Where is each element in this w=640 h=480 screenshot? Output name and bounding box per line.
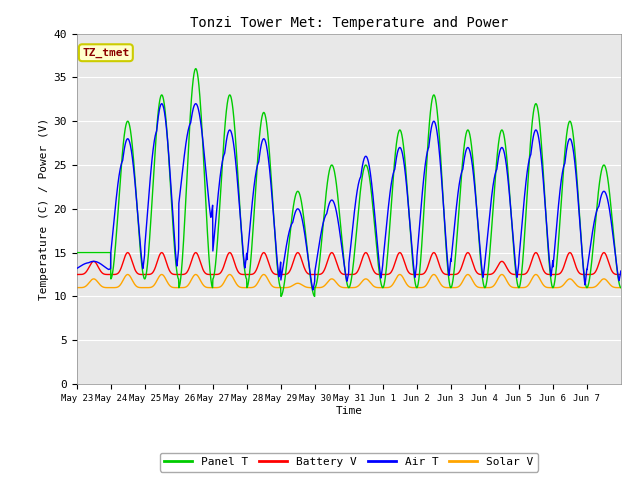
Panel T xyxy=(127,132,135,138)
Battery V xyxy=(245,272,253,277)
Battery V xyxy=(543,271,551,277)
Battery V xyxy=(381,272,389,277)
Air T xyxy=(513,275,521,280)
Panel T xyxy=(382,271,390,276)
Solar V xyxy=(381,285,389,290)
Solar V xyxy=(543,285,551,290)
Panel T xyxy=(617,285,625,290)
Text: TZ_tmet: TZ_tmet xyxy=(82,48,129,58)
Line: Air T: Air T xyxy=(77,104,621,290)
Air T xyxy=(192,101,200,107)
Panel T xyxy=(610,231,618,237)
Panel T xyxy=(192,66,200,72)
Solar V xyxy=(617,285,625,290)
Air T xyxy=(309,287,317,293)
Panel T xyxy=(73,250,81,255)
Battery V xyxy=(73,272,81,277)
Solar V xyxy=(73,285,81,290)
Air T xyxy=(245,237,253,243)
Battery V xyxy=(124,250,131,255)
Air T xyxy=(73,265,81,271)
Battery V xyxy=(513,272,520,277)
Solar V xyxy=(609,284,617,290)
Y-axis label: Temperature (C) / Power (V): Temperature (C) / Power (V) xyxy=(40,118,49,300)
Solar V xyxy=(124,272,131,277)
Solar V xyxy=(245,285,253,290)
Battery V xyxy=(617,272,625,277)
Air T xyxy=(617,268,625,274)
Air T xyxy=(610,237,618,242)
Air T xyxy=(382,230,390,236)
Legend: Panel T, Battery V, Air T, Solar V: Panel T, Battery V, Air T, Solar V xyxy=(160,453,538,471)
Panel T xyxy=(544,239,552,244)
Title: Tonzi Tower Met: Temperature and Power: Tonzi Tower Met: Temperature and Power xyxy=(189,16,508,30)
X-axis label: Time: Time xyxy=(335,406,362,416)
Panel T xyxy=(245,277,253,283)
Air T xyxy=(544,235,552,240)
Line: Solar V: Solar V xyxy=(77,275,621,288)
Solar V xyxy=(513,285,520,290)
Panel T xyxy=(513,278,521,284)
Air T xyxy=(127,146,135,152)
Line: Battery V: Battery V xyxy=(77,252,621,275)
Battery V xyxy=(609,270,617,276)
Solar V xyxy=(127,276,135,281)
Line: Panel T: Panel T xyxy=(77,69,621,296)
Battery V xyxy=(127,256,135,262)
Panel T xyxy=(277,293,285,300)
